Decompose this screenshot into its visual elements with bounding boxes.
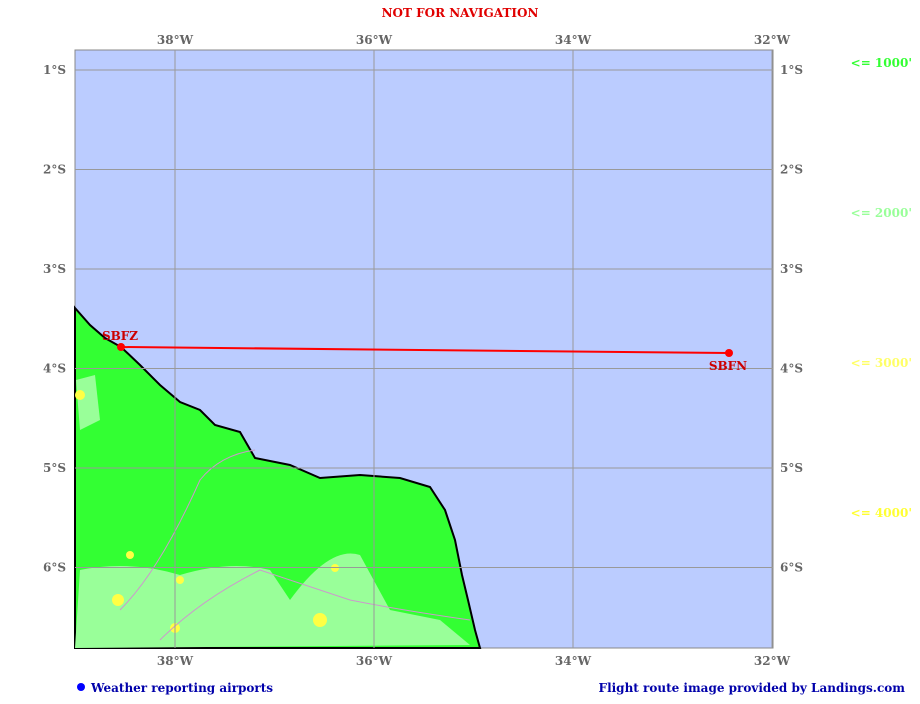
- roads: [119, 449, 471, 641]
- flight-route: [120, 346, 730, 354]
- lat-label: 3°S: [780, 262, 803, 276]
- footer-right: Flight route image provided by Landings.…: [599, 681, 906, 695]
- legend-item: <= 3000': [851, 356, 912, 370]
- lat-label: 2°S: [43, 163, 66, 177]
- airport-label: SBFN: [709, 359, 747, 373]
- airport-marker: [725, 349, 733, 357]
- lon-label: 34°W: [555, 33, 592, 47]
- land: [74, 305, 482, 649]
- airport-label: SBFZ: [102, 329, 138, 343]
- lat-label: 4°S: [43, 362, 66, 376]
- lat-label: 2°S: [780, 163, 803, 177]
- title: NOT FOR NAVIGATION: [382, 6, 539, 20]
- lat-label: 6°S: [43, 561, 66, 575]
- lon-label: 32°W: [754, 654, 791, 668]
- legend-dot: [77, 683, 85, 691]
- lat-label: 4°S: [780, 362, 803, 376]
- lon-label: 34°W: [555, 654, 592, 668]
- lat-label: 6°S: [780, 561, 803, 575]
- lat-label: 3°S: [43, 262, 66, 276]
- footer-left: Weather reporting airports: [90, 681, 273, 695]
- airport-marker: [117, 343, 125, 351]
- lat-label: 1°S: [780, 63, 803, 77]
- lon-label: 38°W: [157, 33, 194, 47]
- lat-label: 5°S: [43, 461, 66, 475]
- lon-label: 32°W: [754, 33, 791, 47]
- legend-item: <= 4000': [851, 506, 912, 520]
- lat-label: 1°S: [43, 63, 66, 77]
- legend-item: <= 1000': [851, 56, 912, 70]
- lon-label: 38°W: [157, 654, 194, 668]
- lon-label: 36°W: [356, 33, 393, 47]
- lon-label: 36°W: [356, 654, 393, 668]
- lat-label: 5°S: [780, 461, 803, 475]
- legend-item: <= 2000': [851, 206, 912, 220]
